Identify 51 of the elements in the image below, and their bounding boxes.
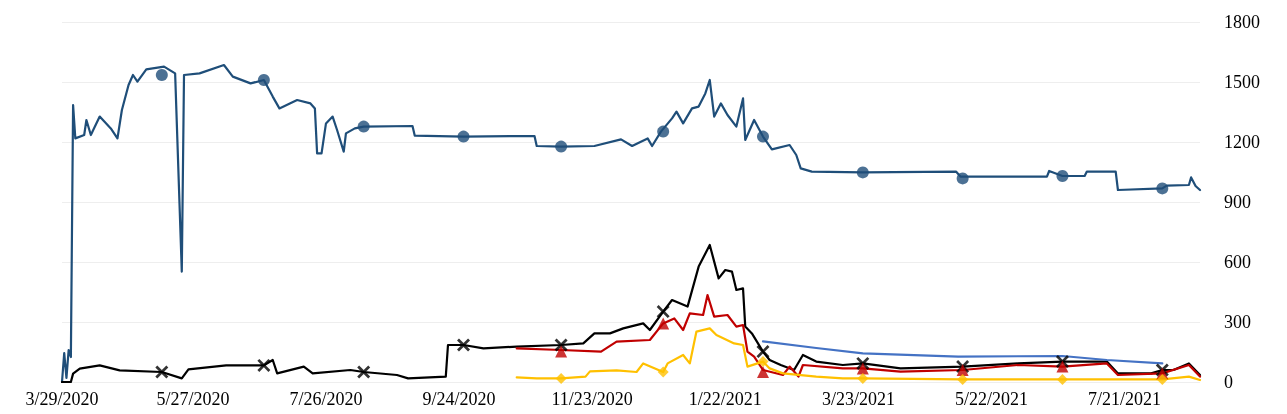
point [957, 373, 969, 385]
point [857, 372, 869, 384]
point [757, 356, 769, 368]
point [257, 74, 270, 86]
point [1156, 182, 1169, 195]
point [657, 125, 670, 138]
x-tick-label: 7/21/2021 [1088, 389, 1162, 409]
point [1156, 373, 1168, 385]
point [657, 317, 670, 330]
point [656, 305, 670, 319]
y-tick-label: 900 [1224, 192, 1251, 212]
line-series [60, 243, 1202, 384]
point [555, 140, 568, 153]
point [555, 345, 568, 358]
point [856, 166, 869, 179]
point [257, 358, 271, 372]
point [357, 365, 371, 379]
y-tick-label: 0 [1224, 372, 1233, 392]
point [956, 172, 969, 185]
y-tick-label: 600 [1224, 252, 1251, 272]
x-tick-label: 11/23/2020 [551, 389, 633, 409]
point [357, 120, 370, 133]
point [1056, 360, 1069, 373]
point [555, 372, 567, 384]
point [856, 356, 870, 370]
point [757, 130, 769, 143]
point [756, 345, 770, 359]
point [657, 366, 669, 378]
point [1056, 170, 1069, 182]
y-tick-label: 1500 [1224, 72, 1260, 92]
line-series [60, 63, 1202, 384]
y-tick-label: 1200 [1224, 132, 1260, 152]
x-tick-label: 7/26/2020 [289, 389, 363, 409]
x-tick-label: 5/27/2020 [156, 389, 230, 409]
point [1056, 373, 1068, 385]
x-tick-label: 9/24/2020 [422, 389, 496, 409]
point [457, 130, 470, 143]
point [155, 69, 168, 81]
point [155, 365, 169, 379]
point [554, 338, 568, 352]
x-tick-label: 3/29/2020 [25, 389, 99, 409]
point [1055, 355, 1069, 369]
point [756, 366, 769, 378]
x-tick-label: 1/22/2021 [688, 389, 762, 409]
y-tick-label: 300 [1224, 312, 1251, 332]
point [956, 364, 969, 376]
y-tick-label: 1800 [1224, 12, 1260, 32]
x-tick-label: 3/23/2021 [821, 389, 895, 409]
x-tick-label: 5/22/2021 [954, 389, 1028, 409]
point [457, 338, 471, 352]
point [856, 362, 869, 375]
